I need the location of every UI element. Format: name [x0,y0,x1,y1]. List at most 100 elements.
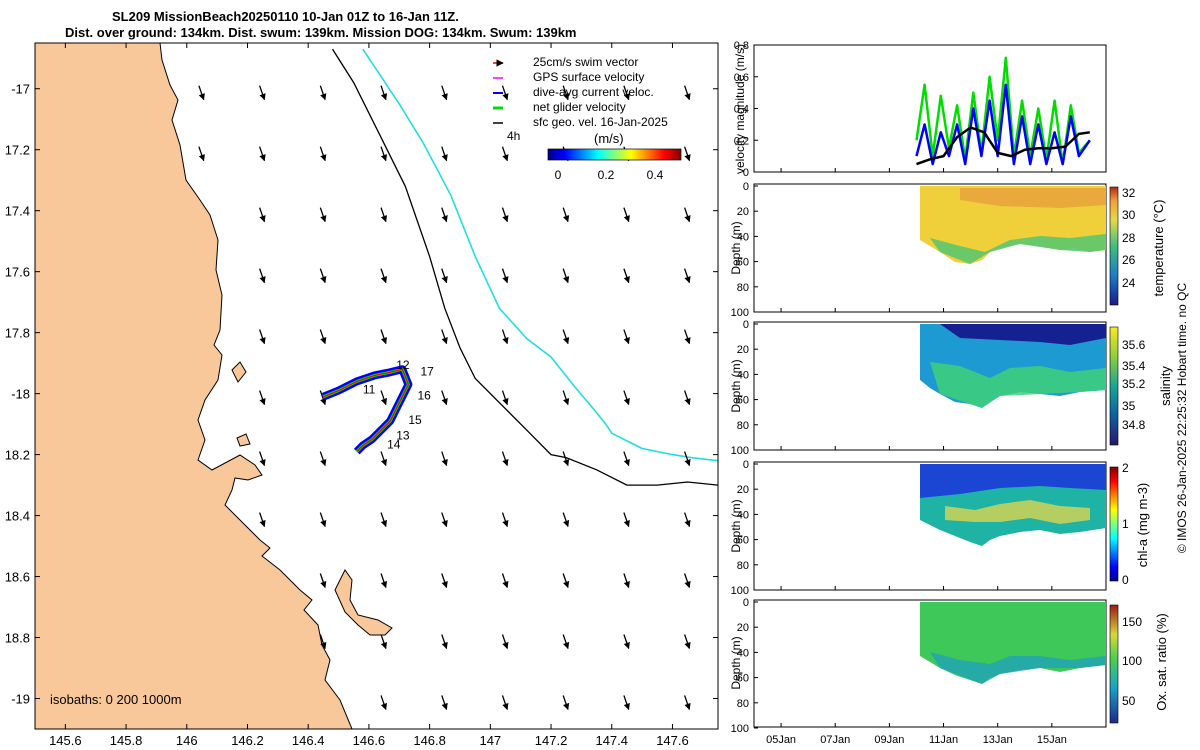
current-arrow [259,85,266,101]
depth-tick-label: 40 [737,509,749,521]
cbar-label: salinity [1158,366,1173,406]
current-arrow [380,695,388,711]
current-arrow [683,146,691,162]
current-arrow [501,85,509,101]
velocity-series-line [915,56,1091,166]
day-label: 16 [417,389,431,403]
chart-title-line1: SL209 MissionBeach20250110 10-Jan 01Z to… [112,9,459,24]
island-small-1 [231,361,247,383]
current-arrow [501,329,509,345]
velocity-y-tick-label: 0.4 [734,104,749,116]
cbar-tick: 35.2 [1122,377,1146,391]
colorbar-tick: 0.2 [598,168,615,182]
current-arrow [380,451,388,467]
current-arrow [441,329,448,345]
chla-panel: 2 1 0 chl-a (mg m-3) [753,461,1150,591]
current-arrow [562,573,570,589]
depth-axes: Depth (m) Depth (m) Depth (m) Depth (m) [729,221,743,689]
map-y-tick-label: -17 [11,82,30,97]
cbar-oxygen: 150 100 50 [1109,604,1142,724]
current-arrow [380,573,388,589]
island-hinchinbrook [334,569,393,636]
velocity-panel: 0 0.2 0.4 0.6 0.8 velocity magnitude (m/s) [733,40,1107,179]
current-arrow [501,390,509,406]
isobath-note: isobaths: 0 200 1000m [50,692,182,707]
current-arrow [562,85,570,101]
date-tick-label: 15Jan [1037,734,1067,746]
current-arrow [562,329,570,345]
cbar-tick: 26 [1122,253,1136,267]
current-arrow [683,85,691,101]
current-arrow [380,512,388,528]
cbar-salinity: 35.6 35.4 35.2 35 34.8 [1109,326,1146,446]
current-arrow [319,207,327,223]
map-x-tick-label: 147.6 [656,733,689,748]
current-arrow [441,573,448,589]
velocity-series-line [916,126,1090,166]
current-arrow [259,268,266,284]
current-arrow [501,146,509,162]
cbar-tick: 35.6 [1122,338,1146,352]
current-arrow [501,451,509,467]
depth-tick-label: 20 [737,484,749,496]
current-arrow [683,451,691,467]
cbar-tick: 34.8 [1122,418,1146,432]
map-x-tick-label: 147.4 [595,733,628,748]
current-arrow [623,573,630,589]
current-arrow [623,695,630,711]
current-arrow [441,512,448,528]
depth-tick-label: 0 [743,459,749,471]
cbar-temperature: 32 30 28 26 24 [1109,186,1136,306]
current-arrow [441,390,448,406]
coastline-land [35,43,353,729]
current-arrow [501,573,509,589]
legend-label: 25cm/s swim vector [533,55,638,69]
current-arrow [319,512,327,528]
depth-tick-label: 80 [737,420,749,432]
map-x-tick-label: 146.4 [292,733,325,748]
current-arrow [501,207,509,223]
cbar-label: chl-a (mg m-3) [1135,483,1150,568]
legend-label: dive-avg current veloc. [533,85,654,99]
oxygen-panel: 150 100 50 Ox. sat. ratio (%) [753,599,1169,728]
current-arrow [562,634,570,650]
swim-vector-track [323,368,409,452]
surface-current-field [198,85,691,711]
current-arrow [259,207,266,223]
current-arrow [683,390,691,406]
legend-item-dive: dive-avg current veloc. [493,85,654,99]
current-arrow [623,207,630,223]
current-arrow [441,268,448,284]
cbar-tick: 35.4 [1122,359,1146,373]
depth-tick-label: 40 [737,231,749,243]
depth-tick-label: 40 [737,647,749,659]
current-arrow [562,695,570,711]
salinity-panel: 35.6 35.4 35.2 35 34.8 salinity [753,321,1173,451]
current-arrow [623,85,630,101]
map-x-tick-label: 147 [479,733,501,748]
current-arrow [623,268,630,284]
current-arrow [683,573,691,589]
map-y-tick-label: 18.6 [5,570,30,585]
current-arrow [380,146,388,162]
map-y-tick-label: -19 [11,692,30,707]
velocity-ylabel: velocity magnitude (m/s) [733,44,747,174]
colorbar-label: (m/s) [594,131,624,146]
current-arrow [441,451,448,467]
cbar-tick: 150 [1122,615,1142,629]
current-arrow [319,85,327,101]
depth-tick-label: 100 [731,585,749,597]
map-x-tick-label: 146.6 [353,733,386,748]
velocity-axis: 0 0.2 0.4 0.6 0.8 [734,40,758,179]
map-x-tick-label: 145.6 [49,733,82,748]
isobath-1000m [362,48,718,462]
cbar-tick: 2 [1122,461,1129,475]
date-tick-label: 13Jan [983,734,1013,746]
footer-timestamp: © IMOS 26-Jan-2025 22:25:32 Hobart time.… [1175,283,1189,554]
current-arrow [198,146,205,162]
cbar-tick: 100 [1122,654,1142,668]
current-arrow [441,146,448,162]
cbar-tick: 35 [1122,399,1136,413]
day-label: 15 [408,413,422,427]
map-y-tick-label: 18.8 [5,631,30,646]
